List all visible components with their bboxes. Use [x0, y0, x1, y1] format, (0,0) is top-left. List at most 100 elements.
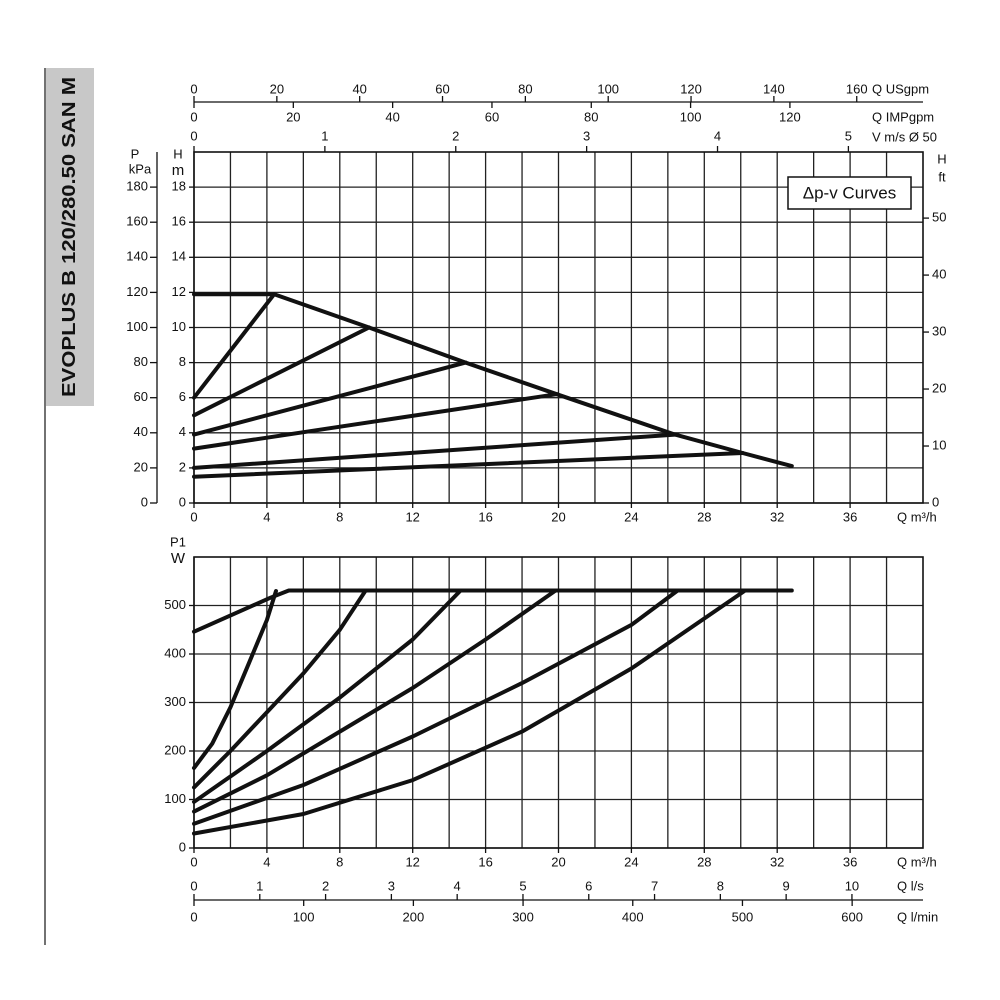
x-tick-label: 4 — [263, 509, 270, 524]
y-tick-label: 14 — [172, 249, 186, 264]
curve — [192, 360, 468, 437]
axis-tick-label: 60 — [134, 389, 148, 404]
axis-tick-label: 200 — [403, 909, 425, 924]
y-tick-label: 18 — [172, 179, 186, 194]
curve — [192, 588, 794, 634]
axis-tick-label: 4 — [454, 878, 461, 893]
axis-tick-label: 500 — [732, 909, 754, 924]
axis-tick-label: 50 — [932, 210, 946, 225]
axis-tick-label: 10 — [845, 878, 859, 893]
x-axis-title: Q m³/h — [897, 509, 937, 524]
axis-tick-label: 2 — [322, 878, 329, 893]
y-tick-label: 200 — [164, 742, 186, 757]
x-tick-label: 16 — [478, 854, 492, 869]
y-tick-label: 300 — [164, 694, 186, 709]
axis-tick-label: 20 — [932, 380, 946, 395]
y-axis-unit: W — [171, 550, 186, 567]
curve — [192, 589, 463, 804]
y-tick-label: 16 — [172, 214, 186, 229]
x-tick-label: 36 — [843, 509, 857, 524]
axis-tick-label: 600 — [841, 909, 863, 924]
axis-tick-label: 5 — [519, 878, 526, 893]
axis-tick-label: 8 — [717, 878, 724, 893]
y-tick-label: 400 — [164, 645, 186, 660]
y-tick-label: 6 — [179, 389, 186, 404]
axis-title: H — [937, 151, 946, 166]
axis-tick-label: 140 — [763, 81, 785, 96]
title-box — [46, 68, 94, 406]
axis-tick-label: 1 — [256, 878, 263, 893]
y-tick-label: 0 — [179, 494, 186, 509]
axis-tick-label: 100 — [680, 109, 702, 124]
axis-tick-label: 0 — [190, 878, 197, 893]
title: EVOPLUS B 120/280.50 SAN M — [59, 77, 79, 397]
axis-tick-label: 0 — [141, 494, 148, 509]
axis-tick-label: 20 — [134, 459, 148, 474]
axis-unit: kPa — [129, 161, 152, 176]
axis-tick-label: 120 — [779, 109, 801, 124]
curve — [192, 392, 559, 451]
axis-tick-label: 30 — [932, 323, 946, 338]
axis-title: P — [131, 146, 140, 161]
y-tick-label: 500 — [164, 597, 186, 612]
x-tick-label: 32 — [770, 509, 784, 524]
axis-title: Q USgpm — [872, 81, 929, 96]
axis-tick-label: 20 — [286, 109, 300, 124]
x-tick-label: 32 — [770, 854, 784, 869]
x-tick-label: 12 — [405, 509, 419, 524]
y-tick-label: 8 — [179, 354, 186, 369]
axis-tick-label: 140 — [126, 249, 148, 264]
axis-tick-label: 40 — [932, 267, 946, 282]
axis-tick-label: 40 — [134, 424, 148, 439]
x-tick-label: 16 — [478, 509, 492, 524]
x-tick-label: 0 — [190, 509, 197, 524]
axis-tick-label: 5 — [845, 128, 852, 143]
y-axis-title: P1 — [170, 534, 186, 549]
axis-tick-label: 80 — [584, 109, 598, 124]
curve — [192, 589, 557, 814]
axis-title: Q IMPgpm — [872, 109, 934, 124]
x-tick-label: 28 — [697, 854, 711, 869]
axis-unit: ft — [938, 169, 946, 184]
y-tick-label: 0 — [179, 839, 186, 854]
x-tick-label: 24 — [624, 509, 638, 524]
y-tick-label: 12 — [172, 284, 186, 299]
axis-tick-label: 0 — [190, 128, 197, 143]
axis-tick-label: 10 — [932, 437, 946, 452]
axis-tick-label: 80 — [134, 354, 148, 369]
axis-tick-label: 0 — [190, 109, 197, 124]
x-tick-label: 20 — [551, 854, 565, 869]
axis-tick-label: 40 — [352, 81, 366, 96]
annotation: Δp-v Curves — [803, 183, 897, 202]
curve — [192, 451, 745, 479]
axis-tick-label: 20 — [270, 81, 284, 96]
x-tick-label: 12 — [405, 854, 419, 869]
x-axis-title: Q m³/h — [897, 854, 937, 869]
x-tick-label: 24 — [624, 854, 638, 869]
axis-tick-label: 400 — [622, 909, 644, 924]
x-tick-label: 8 — [336, 509, 343, 524]
axis-tick-label: 160 — [846, 81, 868, 96]
axis-tick-label: 120 — [680, 81, 702, 96]
axis-tick-label: 120 — [126, 284, 148, 299]
curve — [192, 432, 678, 470]
x-tick-label: 4 — [263, 854, 270, 869]
axis-tick-label: 160 — [126, 214, 148, 229]
y-tick-label: 4 — [179, 424, 186, 439]
axis-tick-label: 6 — [585, 878, 592, 893]
axis-tick-label: 100 — [293, 909, 315, 924]
axis-tick-label: 3 — [583, 128, 590, 143]
axis-tick-label: 0 — [190, 81, 197, 96]
curve — [192, 589, 278, 770]
curve — [192, 589, 679, 826]
axis-tick-label: 40 — [385, 109, 399, 124]
axis-tick-label: 1 — [321, 128, 328, 143]
axis-tick-label: 300 — [512, 909, 534, 924]
axis-tick-label: 100 — [126, 319, 148, 334]
axis-tick-label: 7 — [651, 878, 658, 893]
axis-tick-label: 100 — [597, 81, 619, 96]
curve — [192, 292, 794, 469]
axis-tick-label: 80 — [518, 81, 532, 96]
axis-title: Q l/min — [897, 909, 938, 924]
